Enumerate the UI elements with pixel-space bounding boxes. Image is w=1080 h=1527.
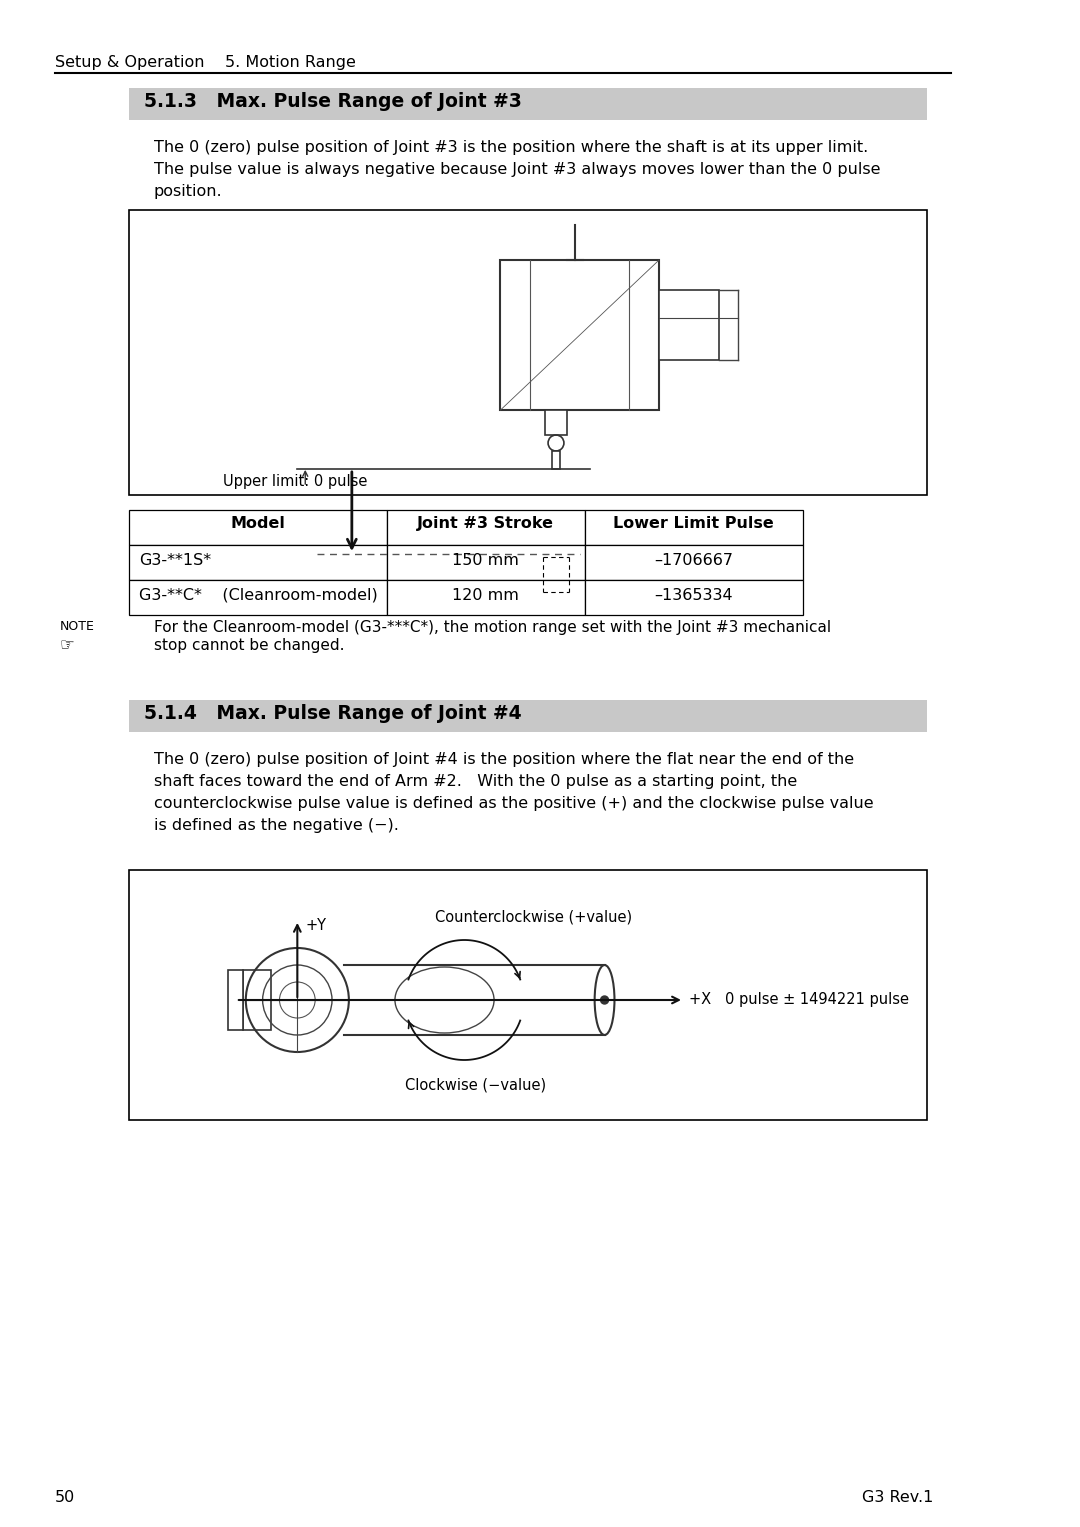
Bar: [129, 211, 927, 495]
Text: G3-**C*    (Cleanroom-model): G3-**C* (Cleanroom-model): [138, 588, 378, 603]
Text: position.: position.: [153, 183, 222, 199]
Text: 5.1.4   Max. Pulse Range of Joint #4: 5.1.4 Max. Pulse Range of Joint #4: [144, 704, 522, 722]
Text: 5.1.3   Max. Pulse Range of Joint #3: 5.1.3 Max. Pulse Range of Joint #3: [144, 92, 522, 111]
Text: Setup & Operation    5. Motion Range: Setup & Operation 5. Motion Range: [54, 55, 355, 70]
Text: NOTE: NOTE: [59, 620, 94, 634]
Text: The pulse value is always negative because Joint #3 always moves lower than the : The pulse value is always negative becau…: [153, 162, 880, 177]
Text: Lower Limit Pulse: Lower Limit Pulse: [613, 516, 774, 531]
Bar: [129, 545, 387, 580]
Text: +Y: +Y: [306, 918, 326, 933]
Bar: [243, 970, 271, 1031]
Bar: [129, 580, 387, 615]
Text: Clockwise (−value): Clockwise (−value): [405, 1078, 546, 1093]
Text: The 0 (zero) pulse position of Joint #3 is the position where the shaft is at it: The 0 (zero) pulse position of Joint #3 …: [153, 140, 868, 156]
Bar: [584, 545, 802, 580]
Bar: [659, 290, 718, 360]
Text: shaft faces toward the end of Arm #2.   With the 0 pulse as a starting point, th: shaft faces toward the end of Arm #2. Wi…: [153, 774, 797, 789]
Text: G3 Rev.1: G3 Rev.1: [862, 1490, 933, 1506]
Text: 120 mm: 120 mm: [453, 588, 519, 603]
Bar: [387, 510, 584, 545]
Bar: [129, 89, 927, 121]
Text: counterclockwise pulse value is defined as the positive (+) and the clockwise pu: counterclockwise pulse value is defined …: [153, 796, 874, 811]
Text: For the Cleanroom-model (G3-***C*), the motion range set with the Joint #3 mecha: For the Cleanroom-model (G3-***C*), the …: [153, 620, 831, 635]
Text: Upper limit: 0 pulse: Upper limit: 0 pulse: [222, 473, 367, 489]
Text: G3-**1S*: G3-**1S*: [138, 553, 211, 568]
Text: –1706667: –1706667: [654, 553, 733, 568]
Bar: [129, 870, 927, 1119]
Text: +X   0 pulse ± 1494221 pulse: +X 0 pulse ± 1494221 pulse: [689, 993, 908, 1006]
Bar: [228, 970, 243, 1031]
Bar: [387, 580, 584, 615]
Text: 50: 50: [54, 1490, 75, 1506]
Text: is defined as the negative (−).: is defined as the negative (−).: [153, 818, 399, 834]
Bar: [500, 260, 659, 411]
Bar: [584, 580, 802, 615]
Text: stop cannot be changed.: stop cannot be changed.: [153, 638, 345, 654]
Bar: [584, 510, 802, 545]
Text: The 0 (zero) pulse position of Joint #4 is the position where the flat near the : The 0 (zero) pulse position of Joint #4 …: [153, 751, 854, 767]
Bar: [387, 545, 584, 580]
Circle shape: [600, 996, 608, 1003]
Text: Joint #3 Stroke: Joint #3 Stroke: [417, 516, 554, 531]
Bar: [129, 510, 387, 545]
Text: ☞: ☞: [59, 637, 75, 654]
Text: 150 mm: 150 mm: [453, 553, 519, 568]
Text: Model: Model: [230, 516, 285, 531]
Bar: [545, 411, 567, 435]
Text: –1365334: –1365334: [654, 588, 733, 603]
Bar: [552, 450, 559, 469]
Bar: [129, 699, 927, 731]
Text: Counterclockwise (+value): Counterclockwise (+value): [434, 910, 632, 925]
